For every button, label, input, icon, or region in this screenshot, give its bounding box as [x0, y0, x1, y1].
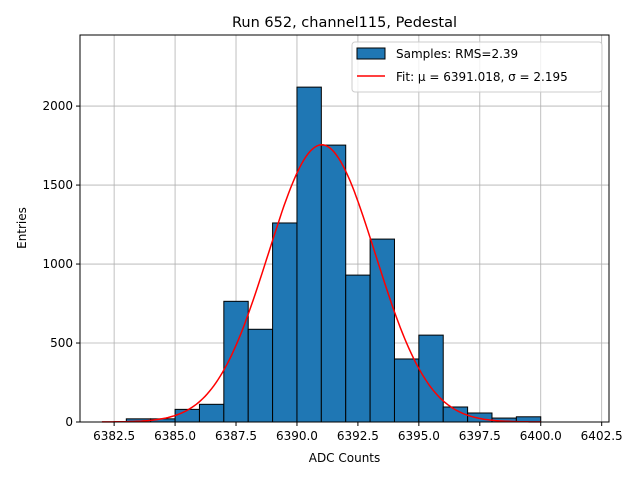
x-axis-label: ADC Counts [309, 451, 381, 465]
histogram-bar [393, 358, 420, 423]
y-tick-label: 0 [65, 415, 73, 429]
x-tick-label: 6402.5 [581, 429, 623, 443]
histogram-bar [320, 144, 347, 423]
x-tick-label: 6392.5 [337, 429, 379, 443]
legend-fit-label: Fit: μ = 6391.018, σ = 2.195 [396, 70, 568, 84]
histogram-bar [467, 412, 493, 423]
legend-bar-swatch [356, 47, 386, 60]
legend-samples-label: Samples: RMS=2.39 [396, 47, 518, 61]
bars [125, 86, 542, 423]
x-tick-label: 6400.0 [520, 429, 562, 443]
histogram-bar [174, 408, 200, 423]
y-tick-label: 1500 [42, 178, 73, 192]
histogram-bar [345, 274, 371, 423]
chart-title: Run 652, channel115, Pedestal [232, 15, 457, 31]
y-tick-label: 2000 [42, 99, 73, 113]
histogram-bar [272, 222, 298, 423]
x-tick-label: 6382.5 [93, 429, 135, 443]
histogram-bar [198, 403, 225, 423]
y-tick-label: 500 [50, 336, 73, 350]
histogram-bar [247, 328, 274, 423]
histogram-bar [418, 334, 444, 423]
x-tick-label: 6385.0 [154, 429, 196, 443]
plot-frame [79, 34, 610, 423]
x-tick-label: 6397.5 [459, 429, 501, 443]
fit-curve [101, 144, 541, 423]
x-tick-label: 6390.0 [276, 429, 318, 443]
y-tick-label: 1000 [42, 257, 73, 271]
y-axis-label: Entries [15, 207, 29, 249]
histogram-bar [296, 86, 322, 423]
legend: Samples: RMS=2.39 Fit: μ = 6391.018, σ =… [351, 41, 603, 93]
ticks: 6382.5 6385.0 6387.5 6390.0 6392.5 6395.0 6397… [42, 99, 622, 443]
x-tick-label: 6387.5 [215, 429, 257, 443]
histogram-bar [369, 238, 395, 423]
histogram-bar [223, 300, 249, 423]
x-tick-label: 6395.0 [398, 429, 440, 443]
